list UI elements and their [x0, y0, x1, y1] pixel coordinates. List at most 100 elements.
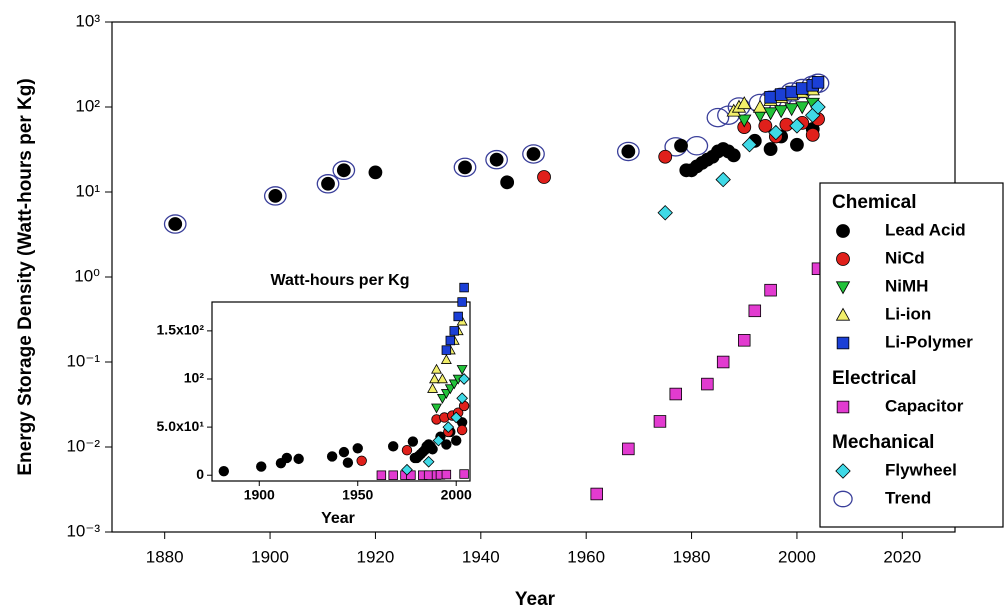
trend-ring: [485, 149, 508, 170]
inset-y-tick-label: 1.5x10²: [157, 322, 205, 338]
inset-plot: Watt-hours per Kg Year 1900 1950 2000 0 5.0x…: [157, 272, 472, 527]
point: [450, 411, 463, 424]
legend-frame: [819, 182, 1004, 528]
point: [752, 99, 768, 113]
inset-title: Watt-hours per Kg: [271, 272, 410, 289]
point: [456, 392, 468, 405]
point: [784, 103, 799, 117]
point: [458, 373, 470, 385]
y-tick-label: 10⁰: [74, 266, 100, 285]
inset-y-tick-label: 5.0x10¹: [157, 418, 205, 434]
point: [764, 91, 777, 104]
point: [442, 421, 455, 433]
point: [427, 444, 438, 455]
point: [436, 373, 448, 384]
trend-ring: [453, 157, 477, 178]
legend-group-title: Chemical: [832, 192, 916, 213]
legend-group-title: Mechanical: [832, 432, 934, 453]
inset-x-tick-label: 2000: [441, 487, 472, 503]
point: [440, 389, 452, 400]
point: [811, 76, 825, 89]
point: [407, 436, 419, 447]
trend-ring: [263, 186, 287, 206]
point: [537, 170, 551, 184]
point: [336, 163, 351, 178]
point: [338, 446, 350, 458]
point: [456, 365, 468, 375]
point: [401, 445, 413, 456]
point: [526, 147, 541, 161]
point: [701, 377, 714, 391]
point: [441, 439, 452, 450]
point: [436, 393, 448, 404]
point: [459, 282, 469, 293]
point: [445, 335, 456, 346]
point: [168, 217, 183, 231]
point: [256, 461, 267, 472]
point: [738, 334, 751, 347]
point: [451, 435, 462, 446]
trend-ring: [332, 160, 356, 181]
point: [726, 148, 741, 163]
point: [444, 384, 456, 395]
point: [440, 354, 452, 364]
y-tick-label: 10²: [75, 96, 100, 115]
point: [790, 137, 804, 152]
point: [427, 382, 439, 393]
point: [764, 283, 777, 297]
point: [836, 224, 850, 238]
point: [795, 101, 810, 115]
legend-label: Flywheel: [885, 460, 957, 479]
point: [321, 176, 335, 191]
point: [737, 114, 752, 128]
point: [432, 434, 445, 447]
point: [422, 455, 435, 468]
point: [835, 463, 851, 479]
point: [441, 345, 452, 355]
legend-group-title: Electrical: [832, 368, 917, 389]
y-tick-label: 10⁻¹: [66, 351, 100, 370]
x-tick-label: 2020: [883, 547, 921, 566]
point: [737, 96, 752, 110]
trend-ring: [616, 141, 640, 162]
legend: Chemical Lead Acid NiCd NiMH Li-ion Li-Polyme…: [819, 182, 1004, 528]
point: [835, 281, 851, 295]
point: [423, 470, 434, 480]
legend-label: NiMH: [885, 276, 928, 295]
inset-x-title: Year: [321, 510, 355, 527]
point: [218, 465, 230, 477]
trend-ring: [163, 214, 187, 234]
point: [763, 107, 778, 121]
point: [457, 297, 467, 307]
point: [456, 424, 468, 436]
point: [489, 152, 504, 167]
legend-label: Li-ion: [885, 304, 931, 323]
y-tick-label: 10¹: [75, 181, 100, 200]
point: [758, 118, 773, 133]
point: [653, 415, 667, 428]
point: [658, 149, 673, 164]
point: [352, 443, 363, 454]
point: [622, 442, 635, 456]
point: [268, 188, 283, 203]
point: [748, 304, 762, 318]
legend-label: Lead Acid: [885, 220, 966, 239]
point: [388, 470, 398, 480]
point: [836, 252, 850, 266]
point: [431, 363, 442, 374]
point: [500, 175, 515, 190]
legend-label: Trend: [885, 488, 931, 507]
x-tick-label: 1980: [673, 547, 711, 566]
point: [401, 463, 413, 476]
trend-ring: [522, 144, 545, 164]
point: [657, 205, 673, 221]
point: [590, 487, 603, 501]
point: [293, 453, 304, 465]
point: [741, 136, 758, 153]
point: [716, 355, 730, 369]
point: [431, 403, 442, 414]
x-tick-label: 1900: [251, 547, 289, 566]
main-plot: 1880 1900 1920 1940 1960 1980 2000 2020 10⁻³ 10⁻²…: [66, 11, 921, 566]
point: [376, 470, 387, 480]
